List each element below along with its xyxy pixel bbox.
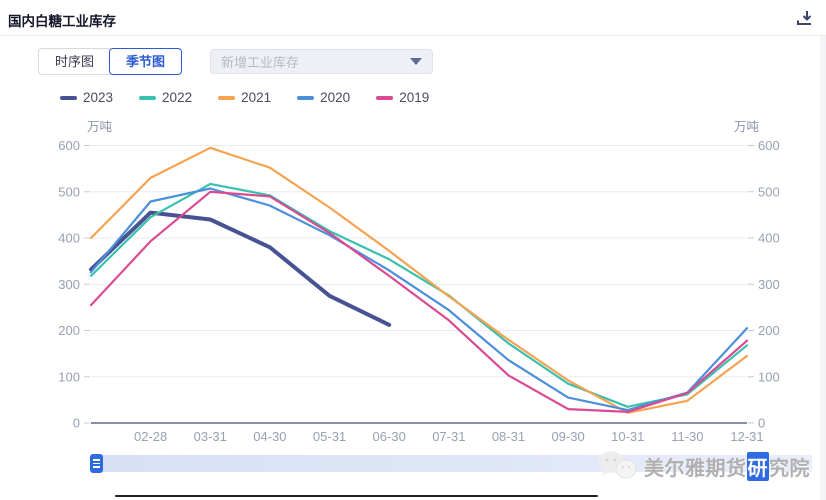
x-axis-label: 10-31 xyxy=(611,429,644,444)
download-icon xyxy=(797,11,812,25)
x-axis-label: 02-28 xyxy=(134,429,167,444)
indicator-dropdown-placeholder: 新增工业库存 xyxy=(221,55,300,70)
toolbar: 时序图 季节图 新增工业库存 xyxy=(0,44,826,80)
x-axis-label: 03-31 xyxy=(194,429,227,444)
y-axis-unit-left: 万吨 xyxy=(87,120,113,134)
series-line-2019 xyxy=(89,190,749,413)
tab-time-series-chart[interactable]: 时序图 xyxy=(38,48,111,75)
y-axis-label-right: 0 xyxy=(758,416,765,431)
chart-type-toggle: 时序图 季节图 xyxy=(38,48,183,75)
datazoom-handle[interactable] xyxy=(90,454,103,473)
legend-marker-2022 xyxy=(139,95,157,100)
x-axis-label: 04-30 xyxy=(253,429,286,444)
y-axis-label-left: 400 xyxy=(58,231,80,246)
series-line-2023 xyxy=(89,210,392,327)
legend-item-2019[interactable]: 2019 xyxy=(376,90,429,105)
x-axis-label: 11-30 xyxy=(671,429,703,444)
series-line-2020 xyxy=(89,187,749,412)
y-axis-label-left: 500 xyxy=(58,184,80,199)
y-axis-label-right: 600 xyxy=(758,138,780,153)
legend-label: 2020 xyxy=(320,90,351,105)
y-axis-label-right: 100 xyxy=(758,369,780,384)
legend-label: 2022 xyxy=(162,90,193,105)
y-axis-unit-right: 万吨 xyxy=(734,120,760,134)
x-axis-label: 12-31 xyxy=(730,429,763,444)
title-bar: 国内白糖工业库存 xyxy=(0,0,826,36)
indicator-dropdown[interactable]: 新增工业库存 xyxy=(210,49,433,74)
page-scrollbar-track[interactable] xyxy=(820,36,826,500)
x-axis-label: 06-30 xyxy=(373,429,406,444)
legend-marker-2023 xyxy=(60,95,77,100)
legend-item-2021[interactable]: 2021 xyxy=(218,90,271,105)
legend-marker-2021 xyxy=(218,95,236,100)
legend-label: 2019 xyxy=(399,90,430,105)
y-axis-label-right: 300 xyxy=(758,277,780,292)
x-axis-label: 07-31 xyxy=(432,429,465,444)
legend-item-2023[interactable]: 2023 xyxy=(60,90,113,105)
x-axis-label: 05-31 xyxy=(313,429,346,444)
legend-label: 2021 xyxy=(241,90,272,105)
legend-marker-2019 xyxy=(376,95,394,100)
tab-seasonal-chart[interactable]: 季节图 xyxy=(109,48,183,75)
page-title: 国内白糖工业库存 xyxy=(8,14,116,29)
legend-item-2022[interactable]: 2022 xyxy=(139,90,192,105)
y-axis-label-left: 0 xyxy=(73,416,80,431)
x-axis-label: 08-31 xyxy=(492,429,525,444)
datazoom-slider[interactable] xyxy=(90,454,812,473)
y-axis-label-right: 400 xyxy=(758,231,780,246)
series-line-2021 xyxy=(89,146,749,414)
bottom-divider xyxy=(115,495,598,497)
y-axis-label-right: 200 xyxy=(758,323,780,338)
y-axis-label-left: 600 xyxy=(58,138,80,153)
grip-lines-icon xyxy=(93,459,100,461)
x-axis-label: 09-30 xyxy=(551,429,584,444)
legend-item-2020[interactable]: 2020 xyxy=(297,90,350,105)
chart-legend: 2023 2022 2021 2020 2019 xyxy=(60,90,455,105)
y-axis-label-left: 300 xyxy=(58,277,80,292)
download-button[interactable] xyxy=(794,8,814,28)
legend-label: 2023 xyxy=(83,90,114,105)
y-axis-label-left: 100 xyxy=(58,369,80,384)
chevron-down-icon xyxy=(410,58,422,65)
legend-marker-2020 xyxy=(297,95,315,100)
y-axis-label-left: 200 xyxy=(58,323,80,338)
series-line-2022 xyxy=(89,182,749,408)
y-axis-label-right: 500 xyxy=(758,184,780,199)
